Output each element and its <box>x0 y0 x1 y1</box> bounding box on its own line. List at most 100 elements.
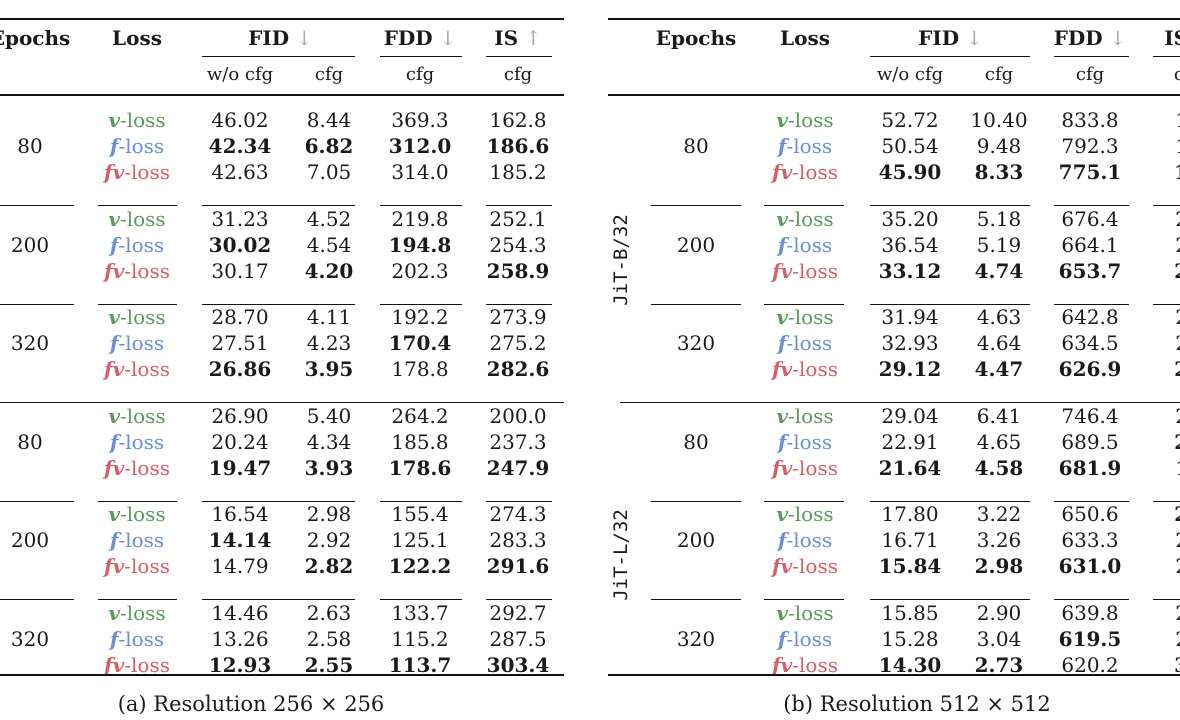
epochs-header: Epochs <box>0 26 71 50</box>
fid-cfg-value: 8.33 <box>974 160 1024 184</box>
fid-cfg-value: 2.90 <box>976 600 1022 625</box>
fid-wo-cfg-value: 14.46 <box>211 600 269 625</box>
block-rule <box>1153 303 1180 305</box>
fid-cfg-value: 3.26 <box>976 528 1022 552</box>
loss-label-f: f-loss <box>109 626 165 651</box>
fid-cfg-value: 3.95 <box>304 357 354 381</box>
loss-label-fv: fv-loss <box>772 258 838 283</box>
block-rule <box>1054 205 1129 206</box>
fid-wo-cfg-value: 16.71 <box>881 528 939 552</box>
fid-cfg-value: 2.58 <box>306 626 352 651</box>
is-value: 23 <box>1174 430 1180 454</box>
fid-cfg-value: 8.44 <box>306 108 352 132</box>
block-rule <box>764 205 844 206</box>
is-value: 27 <box>1175 528 1180 552</box>
fid-wo-cfg-subheader: w/o cfg <box>206 64 274 85</box>
fid-wo-cfg-value: 42.63 <box>211 160 269 184</box>
block-rule <box>651 205 741 206</box>
fdd-value: 133.7 <box>391 600 449 625</box>
fid-wo-cfg-value: 32.93 <box>881 331 939 355</box>
loss-label-fv: fv-loss <box>104 160 170 184</box>
down-arrow-icon: ↓ <box>966 26 983 50</box>
epochs-header: Epochs <box>655 26 737 50</box>
loss-label-fv: fv-loss <box>772 554 838 578</box>
fdd-value: 170.4 <box>388 331 452 355</box>
fid-wo-cfg-value: 15.85 <box>881 600 939 625</box>
block-rule <box>764 599 844 600</box>
fdd-value: 650.6 <box>1061 502 1119 526</box>
fid-wo-cfg-value: 26.90 <box>211 403 269 428</box>
fid-cfg-value: 4.63 <box>976 305 1022 329</box>
is-value: 185.2 <box>489 160 547 184</box>
loss-label-fv: fv-loss <box>104 357 170 381</box>
epochs-cell: 200 <box>676 528 716 552</box>
loss-label-v: v-loss <box>776 403 834 428</box>
is-value: 283.3 <box>489 528 547 552</box>
header-rule <box>0 94 564 96</box>
fid-cfg-value: 5.18 <box>976 206 1022 231</box>
fdd-value: 664.1 <box>1061 232 1119 257</box>
loss-label-f: f-loss <box>777 528 833 552</box>
fid-cfg-value: 4.52 <box>306 206 352 231</box>
fdd-value: 219.8 <box>391 206 449 231</box>
is-value: 247.9 <box>486 455 550 480</box>
is-value: 17 <box>1174 160 1180 184</box>
up-arrow-icon: ↑ <box>525 26 542 50</box>
fdd-value: 792.3 <box>1061 134 1119 158</box>
is-header: IS ↑ <box>1164 26 1180 50</box>
model-label: JiT-B/32 <box>610 213 632 306</box>
epochs-cell: 80 <box>683 134 709 158</box>
block-rule <box>486 500 552 502</box>
loss-label-v: v-loss <box>776 108 834 132</box>
is-value: 274.3 <box>489 502 547 526</box>
loss-label-f: f-loss <box>109 429 165 454</box>
loss-label-fv: fv-loss <box>104 554 170 578</box>
fid-wo-cfg-subheader: w/o cfg <box>876 64 944 85</box>
epochs-cell: 200 <box>10 528 50 552</box>
loss-label-v: v-loss <box>108 403 166 428</box>
fid-wo-cfg-value: 21.64 <box>878 455 942 480</box>
epochs-cell: 320 <box>10 626 50 651</box>
fid-wo-cfg-value: 22.91 <box>881 429 939 454</box>
fdd-value: 314.0 <box>391 160 449 184</box>
is-value: 19 <box>1175 456 1180 480</box>
block-rule <box>0 303 74 305</box>
loss-label-v: v-loss <box>108 502 166 526</box>
caption-b: (b) Resolution 512 × 512 <box>783 692 1051 716</box>
fid-cfg-value: 2.92 <box>306 528 352 552</box>
is-value: 275.2 <box>489 331 547 355</box>
fid-cfg-value: 9.48 <box>976 134 1022 158</box>
loss-label-fv: fv-loss <box>772 652 838 677</box>
block-rule <box>380 303 462 305</box>
epochs-cell: 200 <box>10 232 50 257</box>
fid-cfg-value: 4.58 <box>974 455 1024 480</box>
fid-wo-cfg-value: 31.94 <box>881 305 939 329</box>
loss-label-fv: fv-loss <box>772 357 838 381</box>
is-value: 15 <box>1175 134 1180 158</box>
is-value: 291.6 <box>486 554 550 578</box>
block-rule <box>0 599 74 600</box>
fdd-value: 620.2 <box>1061 652 1119 677</box>
loss-label-v: v-loss <box>776 305 834 329</box>
fid-wo-cfg-value: 35.20 <box>881 206 939 231</box>
loss-label-f: f-loss <box>109 331 165 355</box>
fid-wo-cfg-value: 33.12 <box>878 258 942 283</box>
fid-wo-cfg-value: 14.79 <box>211 554 269 578</box>
is-value: 28 <box>1174 357 1180 381</box>
loss-label-fv: fv-loss <box>104 455 170 480</box>
fdd-value: 833.8 <box>1061 108 1119 132</box>
fid-wo-cfg-value: 45.90 <box>878 160 942 184</box>
fdd-header: FDD ↓ <box>383 26 457 50</box>
down-arrow-icon: ↓ <box>1109 26 1127 50</box>
loss-label-v: v-loss <box>776 502 834 526</box>
epochs-cell: 320 <box>676 626 716 651</box>
fid-cfg-value: 6.82 <box>304 134 354 158</box>
block-rule <box>486 599 552 600</box>
is-value: 200.0 <box>489 403 547 428</box>
model-separator-rule <box>0 402 564 403</box>
fdd-value: 194.8 <box>388 232 452 257</box>
fid-wo-cfg-value: 30.02 <box>208 232 272 257</box>
block-rule <box>1054 599 1129 600</box>
loss-label-v: v-loss <box>108 600 166 625</box>
caption-a: (a) Resolution 256 × 256 <box>117 692 385 716</box>
